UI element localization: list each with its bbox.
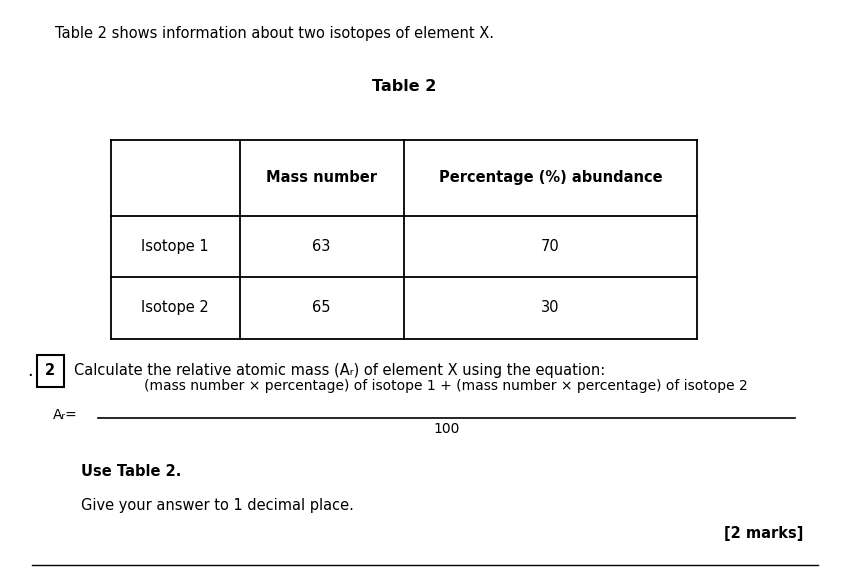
Text: 100: 100 <box>433 422 460 436</box>
Text: 2: 2 <box>45 363 55 378</box>
Bar <box>37 355 64 387</box>
Text: Table 2 shows information about two isotopes of element X.: Table 2 shows information about two isot… <box>55 26 494 41</box>
Text: Table 2: Table 2 <box>371 79 436 94</box>
Text: 70: 70 <box>541 239 560 254</box>
Text: .: . <box>27 362 32 380</box>
Text: Calculate the relative atomic mass (Aᵣ) of element X using the equation:: Calculate the relative atomic mass (Aᵣ) … <box>74 363 605 378</box>
Text: Give your answer to 1 decimal place.: Give your answer to 1 decimal place. <box>81 498 354 513</box>
Text: (mass number × percentage) of isotope 1 + (mass number × percentage) of isotope : (mass number × percentage) of isotope 1 … <box>144 379 748 393</box>
Text: 65: 65 <box>313 300 331 315</box>
Text: Aᵣ=: Aᵣ= <box>53 408 77 422</box>
Text: 63: 63 <box>313 239 331 254</box>
Text: Isotope 2: Isotope 2 <box>141 300 209 315</box>
Text: [2 marks]: [2 marks] <box>724 526 803 541</box>
Text: 30: 30 <box>541 300 559 315</box>
Text: Use Table 2.: Use Table 2. <box>81 464 181 479</box>
Text: Isotope 1: Isotope 1 <box>141 239 209 254</box>
Text: Percentage (%) abundance: Percentage (%) abundance <box>439 171 662 185</box>
Text: Mass number: Mass number <box>266 171 377 185</box>
